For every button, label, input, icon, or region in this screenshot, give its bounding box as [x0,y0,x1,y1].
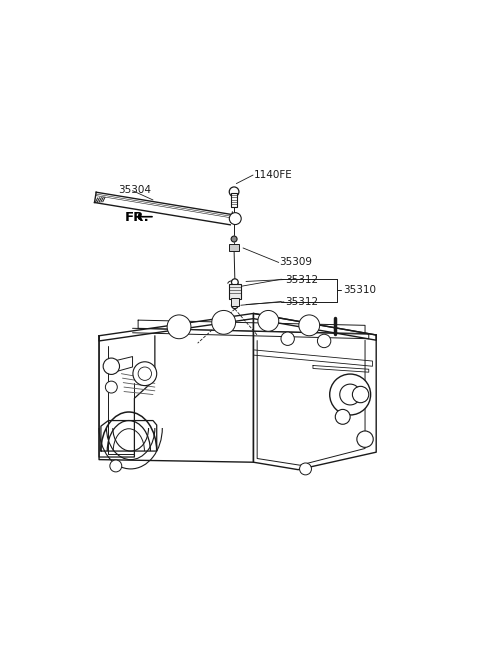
Text: 35310: 35310 [343,285,376,295]
Circle shape [229,187,239,197]
Circle shape [212,310,236,335]
Text: 1140FE: 1140FE [253,170,292,180]
Bar [229,283,241,298]
Circle shape [258,310,279,331]
Circle shape [300,463,312,475]
Circle shape [231,279,238,285]
Circle shape [281,332,294,346]
Text: 35304: 35304 [118,185,151,195]
Circle shape [110,460,122,472]
Circle shape [335,409,350,424]
Circle shape [352,386,369,403]
Circle shape [103,358,120,375]
Circle shape [357,431,373,447]
Text: 35312: 35312 [285,297,318,307]
Bar [229,244,239,251]
Circle shape [138,367,152,380]
Text: 35309: 35309 [279,257,312,268]
Text: FR.: FR. [125,211,150,224]
Bar [231,192,237,207]
Circle shape [167,315,191,338]
Circle shape [133,362,156,386]
Circle shape [317,335,331,348]
Circle shape [231,236,237,242]
Circle shape [106,381,117,393]
Circle shape [299,315,320,336]
Circle shape [231,302,238,308]
Circle shape [340,384,360,405]
Circle shape [229,213,241,224]
Circle shape [330,374,371,415]
Text: 35312: 35312 [285,275,318,285]
Bar [231,298,239,306]
